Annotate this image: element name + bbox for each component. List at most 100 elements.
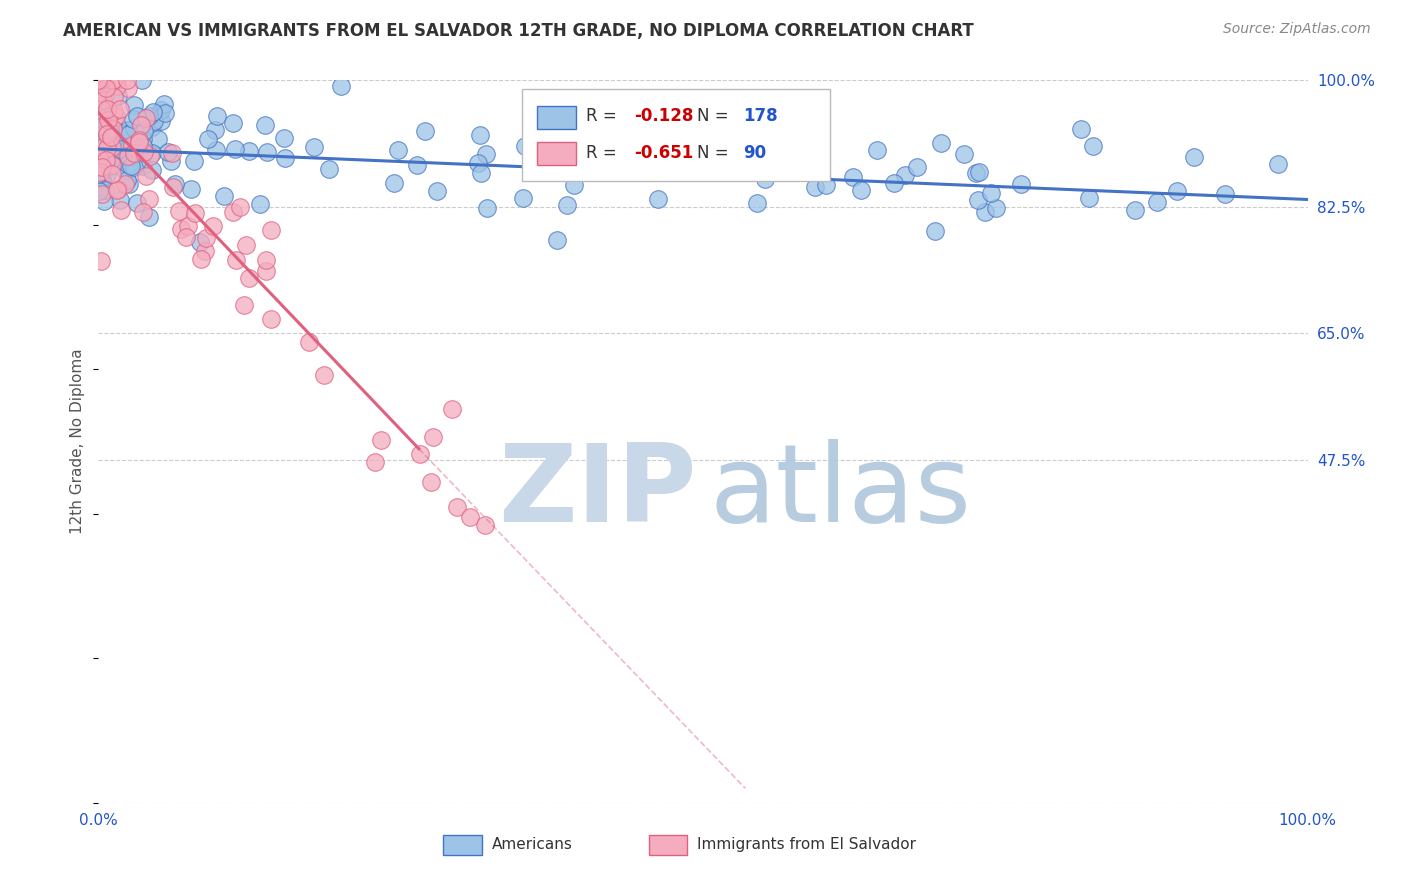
Point [205,143,228,157]
Point [87,156,110,170]
Point [87,111,110,125]
Point [122,145,145,160]
Point [924,224,946,238]
Point [94,153,117,167]
Point [129,119,152,133]
Point [121,138,143,153]
Point [155,105,177,120]
Point [177,219,200,233]
Point [132,205,155,219]
Point [91,161,114,175]
Text: R =: R = [586,144,621,161]
Point [238,271,260,285]
Point [512,191,534,205]
Point [804,180,827,194]
Point [1070,122,1092,136]
Point [405,158,427,172]
Point [87,120,110,135]
Point [141,163,163,178]
Point [329,78,352,93]
Point [87,117,110,131]
Point [475,147,498,161]
Point [905,160,928,174]
Point [195,231,218,245]
Point [1146,194,1168,209]
Point [105,78,128,93]
Point [89,173,111,187]
Point [647,192,669,206]
Point [180,182,202,196]
Point [304,140,326,154]
Point [90,109,112,123]
Point [100,158,122,172]
Point [555,198,578,212]
Point [188,235,211,250]
Point [105,73,128,87]
Point [87,99,110,113]
Point [138,211,160,225]
Point [90,147,112,161]
Point [229,200,252,214]
Point [110,126,132,140]
Point [90,156,112,170]
Point [973,204,995,219]
Point [980,186,1002,201]
Point [108,150,131,164]
Point [93,117,115,131]
Point [865,143,887,157]
Point [127,109,149,123]
Point [1182,150,1205,164]
Point [93,180,115,194]
Point [883,176,905,190]
Point [135,169,157,184]
Point [364,455,387,469]
Point [117,149,139,163]
Point [87,167,110,181]
Point [90,128,112,142]
Point [650,124,672,138]
Point [967,193,990,207]
Point [460,510,482,524]
Point [90,73,112,87]
Point [115,173,138,187]
Point [128,136,150,150]
Point [91,122,114,136]
Point [169,222,191,236]
Point [87,134,110,148]
Point [89,173,111,187]
Point [382,176,405,190]
Point [138,192,160,206]
Point [1010,177,1032,191]
Point [190,252,212,267]
Point [87,156,110,170]
Point [101,122,124,136]
Point [207,109,229,123]
Point [87,121,110,136]
Point [312,368,335,382]
Point [115,151,138,165]
Point [150,103,173,117]
Point [117,80,139,95]
Point [98,73,121,87]
Text: N =: N = [697,107,734,126]
Text: atlas: atlas [709,439,972,545]
Point [104,109,127,123]
Point [160,146,183,161]
Point [89,143,111,157]
Point [103,73,125,87]
Point [90,136,112,151]
Point [90,103,112,117]
Point [153,97,176,112]
Point [87,160,110,174]
Point [122,121,145,136]
Point [93,194,115,209]
Point [98,120,121,134]
Point [100,129,122,144]
Point [117,123,139,137]
Point [107,181,129,195]
Point [87,151,110,165]
FancyBboxPatch shape [537,105,576,128]
Point [89,120,111,134]
FancyBboxPatch shape [537,142,576,165]
Point [536,109,558,123]
